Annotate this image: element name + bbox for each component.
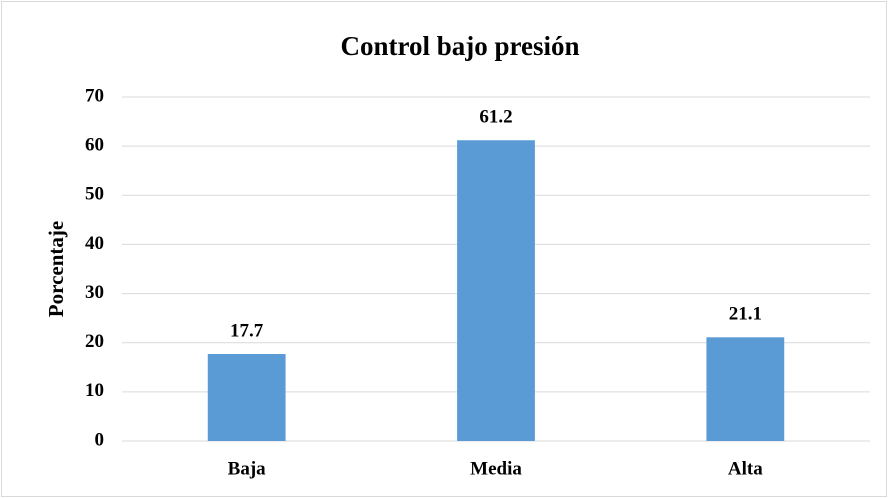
data-label: 21.1 xyxy=(729,304,762,325)
bar xyxy=(706,337,785,441)
y-axis-label: Porcentaje xyxy=(44,221,68,317)
y-tick-label: 60 xyxy=(85,135,104,156)
x-tick-label: Baja xyxy=(228,458,267,479)
y-tick-label: 30 xyxy=(85,282,104,303)
chart-title: Control bajo presión xyxy=(340,31,579,61)
y-tick-label: 10 xyxy=(85,380,104,401)
y-tick-label: 20 xyxy=(85,331,104,352)
y-tick-label: 50 xyxy=(85,184,104,205)
data-label: 61.2 xyxy=(479,107,512,128)
y-tick-label: 0 xyxy=(95,429,105,450)
x-tick-label: Media xyxy=(470,458,522,479)
data-label: 17.7 xyxy=(230,320,264,341)
bar xyxy=(207,354,286,441)
y-tick-label: 70 xyxy=(85,85,104,106)
bar xyxy=(457,140,535,441)
y-tick-label: 40 xyxy=(85,233,104,254)
x-tick-label: Alta xyxy=(728,458,763,479)
